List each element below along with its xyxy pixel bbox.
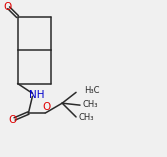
Text: O: O: [42, 102, 50, 112]
Text: CH₃: CH₃: [82, 100, 98, 109]
Text: H₃C: H₃C: [84, 86, 100, 95]
Text: NH: NH: [29, 90, 44, 100]
Text: CH₃: CH₃: [78, 114, 94, 122]
Text: O: O: [9, 115, 17, 125]
Text: O: O: [4, 2, 12, 12]
